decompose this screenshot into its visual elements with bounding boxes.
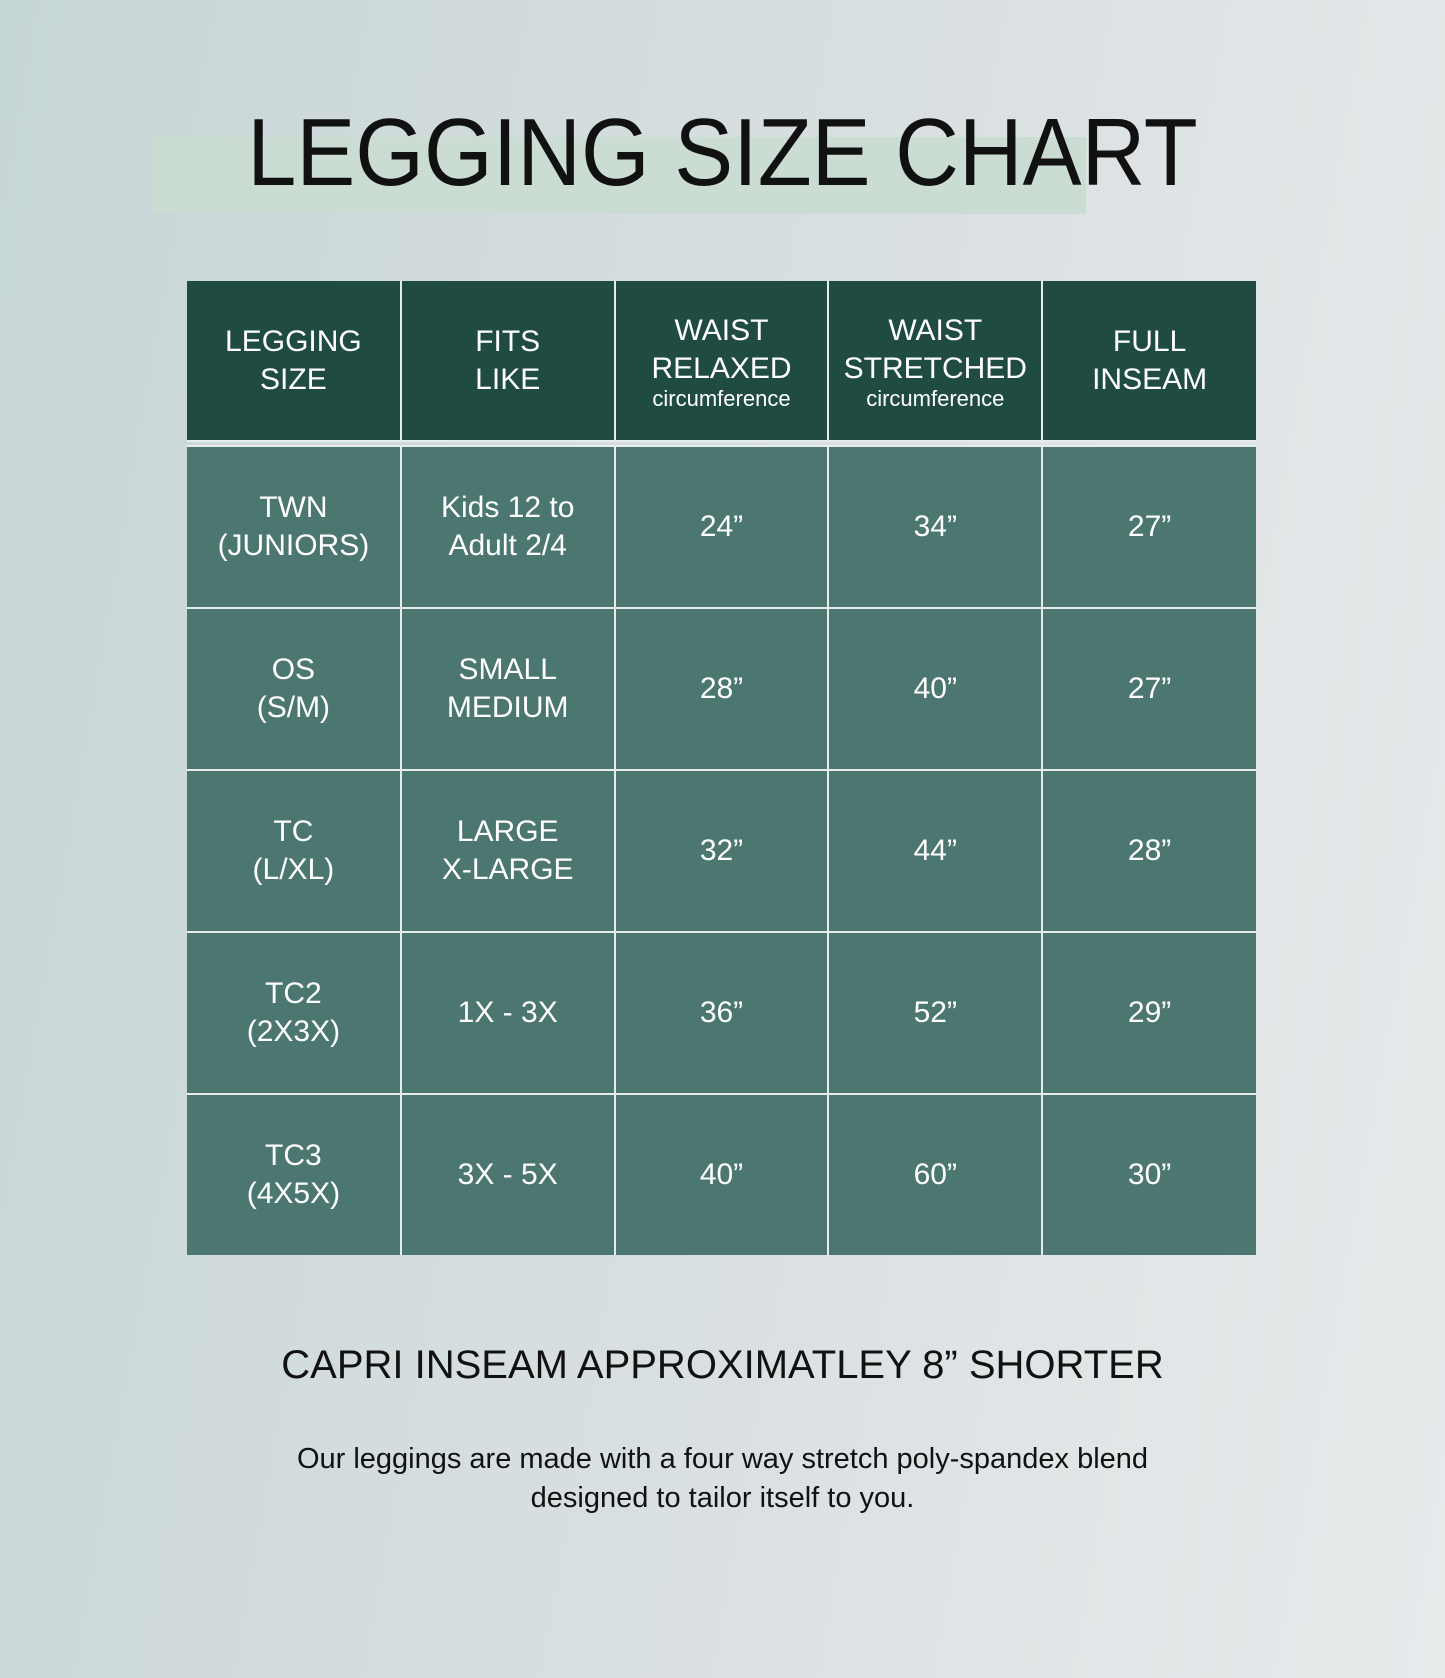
header-line: STRETCHED [843,351,1027,385]
header-line: RELAXED [651,351,792,385]
cell-line: Kids 12 to [440,491,575,524]
fits-cell: SMALL MEDIUM [399,607,616,771]
header-line: WAIST [674,313,769,347]
stretched-cell: 52” [827,931,1044,1095]
cell-line: TWN [259,491,328,524]
relaxed-cell: 40” [613,1093,830,1255]
header-line: WAIST [888,313,983,347]
cell-line: OS [271,653,316,686]
column-header: LEGGING SIZE [187,281,402,442]
cell-line: X-LARGE [441,853,574,886]
page-title: LEGGING SIZE CHART [247,99,1198,206]
size-cell: TC3 (4X5X) [187,1093,402,1255]
table-row: TWN (JUNIORS) Kids 12 to Adult 2/4 24” 34” 27” [187,445,1256,609]
cell-line: (4X5X) [246,1177,341,1210]
stretched-cell: 34” [827,445,1044,609]
header-line: SIZE [260,362,327,396]
cell-line: TC2 [265,977,322,1010]
table-row: TC3 (4X5X) 3X - 5X 40” 60” 30” [187,1093,1256,1255]
cell-line: (S/M) [256,691,331,724]
header-line: LEGGING [225,324,362,358]
fits-cell: Kids 12 to Adult 2/4 [399,445,616,609]
size-cell: OS (S/M) [187,607,402,771]
size-chart-table: LEGGING SIZE FITS LIKE WAIST RELAXED circumfer… [187,281,1256,1255]
cell-line: (L/XL) [252,853,335,886]
cell-line: 1X - 3X [457,996,558,1029]
column-header: FULL INSEAM [1041,281,1256,442]
column-header: WAIST STRETCHED circumference [827,281,1044,442]
fits-cell: 3X - 5X [399,1093,616,1255]
header-sub: circumference [866,385,1005,411]
size-cell: TC2 (2X3X) [187,931,402,1095]
header-line: INSEAM [1092,362,1208,396]
header-line: FULL [1112,324,1187,358]
stretched-cell: 44” [827,769,1044,933]
fits-cell: 1X - 3X [399,931,616,1095]
header-sub: circumference [652,385,791,411]
relaxed-cell: 32” [613,769,830,933]
relaxed-cell: 24” [613,445,830,609]
inseam-cell: 30” [1041,1093,1256,1255]
header-line: LIKE [475,362,541,396]
title-highlight [152,137,1086,214]
cell-line: SMALL [458,653,557,686]
cell-line: TC [273,815,314,848]
fits-cell: LARGE X-LARGE [399,769,616,933]
column-header: FITS LIKE [399,281,616,442]
inseam-cell: 27” [1041,445,1256,609]
table-row: OS (S/M) SMALL MEDIUM 28” 40” 27” [187,607,1256,771]
stretched-cell: 60” [827,1093,1044,1255]
cell-line: LARGE [456,815,559,848]
inseam-cell: 29” [1041,931,1256,1095]
cell-line: (JUNIORS) [217,529,370,562]
inseam-cell: 27” [1041,607,1256,771]
stretched-cell: 40” [827,607,1044,771]
cell-line: 3X - 5X [457,1158,558,1191]
table-row: TC2 (2X3X) 1X - 3X 36” 52” 29” [187,931,1256,1095]
description: Our leggings are made with a four way st… [0,1440,1445,1518]
cell-line: MEDIUM [446,691,569,724]
relaxed-cell: 36” [613,931,830,1095]
header-row: LEGGING SIZE FITS LIKE WAIST RELAXED circumfer… [187,281,1256,442]
cell-line: Adult 2/4 [448,529,567,562]
column-header: WAIST RELAXED circumference [613,281,830,442]
cell-line: TC3 [265,1139,322,1172]
size-cell: TC (L/XL) [187,769,402,933]
cell-line: (2X3X) [246,1015,341,1048]
header-line: FITS [475,324,541,358]
description-line: Our leggings are made with a four way st… [296,1443,1149,1475]
capri-note: CAPRI INSEAM APPROXIMATLEY 8” SHORTER [281,1343,1164,1387]
table-row: TC (L/XL) LARGE X-LARGE 32” 44” 28” [187,769,1256,933]
size-cell: TWN (JUNIORS) [187,445,402,609]
relaxed-cell: 28” [613,607,830,771]
inseam-cell: 28” [1041,769,1256,933]
description-line: designed to tailor itself to you. [530,1482,915,1514]
